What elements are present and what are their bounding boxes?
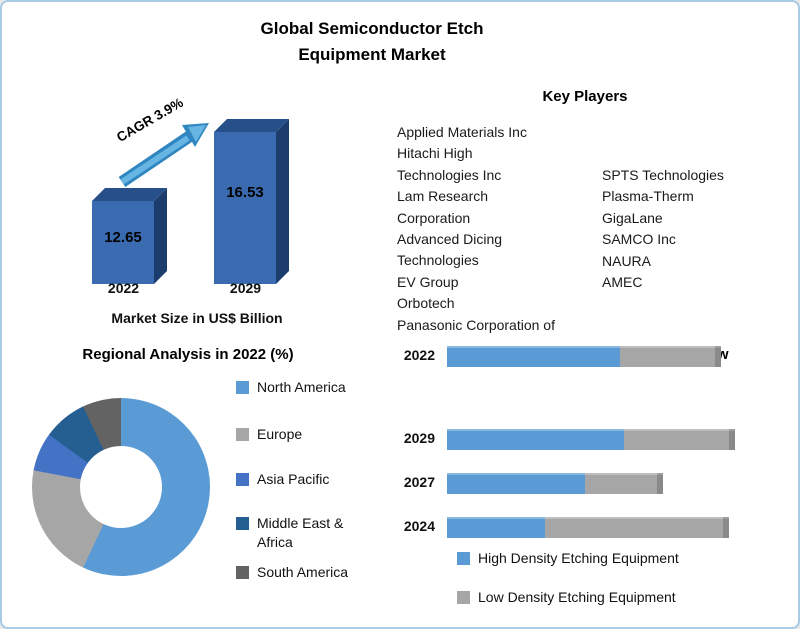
year-label: 2027 (403, 474, 435, 490)
legend-item: North America (236, 378, 375, 397)
segment-high-density (447, 346, 620, 367)
bar-end-cap (657, 473, 664, 494)
legend-item: Europe (236, 425, 375, 444)
key-player-item: SAMCO Inc (602, 231, 676, 248)
segment-low-density (619, 346, 715, 367)
legend-label: High Density Etching Equipment (478, 550, 679, 566)
legend-swatch (236, 428, 249, 441)
key-player-item: Panasonic Corporation of (397, 316, 555, 333)
product-legend-item: High Density Etching Equipment (457, 550, 679, 566)
key-player-item: Technologies Inc (397, 166, 502, 183)
segment-high-density (447, 473, 586, 494)
legend-label: Low Density Etching Equipment (478, 589, 676, 605)
stacked-row: 2022 (385, 346, 755, 367)
bar-side-face (276, 119, 289, 284)
cagr-arrow-icon (118, 123, 209, 187)
key-players-column-2: SPTS Technologies Plasma-Therm GigaLane … (602, 165, 724, 293)
legend-item: Asia Pacific (236, 470, 375, 489)
legend-label: Middle East & Africa (257, 515, 344, 550)
bar-end-cap (729, 429, 736, 450)
stacked-bar (447, 346, 735, 367)
bar-value-2029: 16.53 (226, 183, 264, 201)
legend-label: South America (257, 564, 349, 580)
key-player-item: EV Group (397, 273, 459, 290)
bar-end-cap (714, 346, 721, 367)
key-player-item: Hitachi High (397, 145, 473, 162)
donut-hole (80, 446, 162, 528)
market-size-chart: CAGR 3.9% 12.65 16.53 2022 2029 Market S… (42, 95, 362, 338)
key-player-item: Plasma-Therm (602, 188, 694, 205)
key-players: Key Players Applied Materials Inc Hitach… (385, 88, 790, 338)
legend-swatch (236, 566, 249, 579)
bar-value-2022: 12.65 (104, 229, 142, 247)
segment-high-density (447, 517, 545, 538)
legend-label: North America (257, 379, 346, 395)
segment-low-density (585, 473, 658, 494)
regional-donut (32, 398, 210, 576)
stacked-row: 2027 (385, 473, 755, 494)
legend-swatch (236, 517, 249, 530)
key-player-item: Applied Materials Inc (397, 124, 527, 140)
year-label: 2029 (403, 430, 435, 446)
product-type-chart: Product Type Segment Overview 2029 2027 … (385, 346, 795, 622)
stacked-bar (447, 517, 735, 538)
key-player-item: AMEC (602, 274, 643, 291)
segment-low-density (623, 429, 730, 450)
stacked-row: 2024 (385, 517, 755, 538)
bar-side-face (154, 188, 167, 284)
segment-low-density (544, 517, 724, 538)
legend-swatch (457, 590, 470, 604)
product-legend-item: Low Density Etching Equipment (457, 589, 676, 605)
stacked-bar (447, 473, 735, 494)
key-player-item: Lam Research (397, 188, 489, 205)
legend-swatch (236, 473, 249, 486)
legend-label: Asia Pacific (257, 471, 330, 487)
key-player-item: NAURA (602, 252, 652, 269)
key-player-item: GigaLane (602, 209, 663, 226)
chart-caption: Market Size in US$ Billion (111, 310, 283, 326)
segment-high-density (447, 429, 624, 450)
year-label: 2022 (403, 347, 435, 363)
key-player-item: Orbotech (397, 295, 455, 312)
year-label: 2024 (403, 518, 435, 534)
regional-title: Regional Analysis in 2022 (%) (82, 346, 294, 363)
key-player-item: SPTS Technologies (602, 167, 724, 183)
key-player-item: Corporation (397, 209, 471, 226)
legend-item: Middle East & Africa (236, 514, 375, 552)
page-title: Global Semiconductor Etch Equipment Mark… (260, 19, 484, 64)
bar-front-face: 16.53 (214, 132, 276, 284)
legend-swatch (236, 381, 249, 394)
key-player-item: Technologies (397, 252, 479, 269)
key-players-column-1: Applied Materials Inc Hitachi High Techn… (397, 122, 555, 336)
key-player-item: Advanced Dicing (397, 231, 503, 248)
stacked-row: 2029 (385, 429, 755, 450)
key-players-heading: Key Players (542, 88, 628, 105)
stacked-bar (447, 429, 736, 450)
bar-end-cap (723, 517, 730, 538)
legend-item: South America (236, 563, 375, 582)
x-label-2029: 2029 (229, 280, 262, 296)
legend-swatch (457, 551, 470, 565)
legend-label: Europe (257, 426, 303, 442)
x-label-2022: 2022 (107, 280, 140, 296)
bar-front-face: 12.65 (92, 201, 154, 284)
